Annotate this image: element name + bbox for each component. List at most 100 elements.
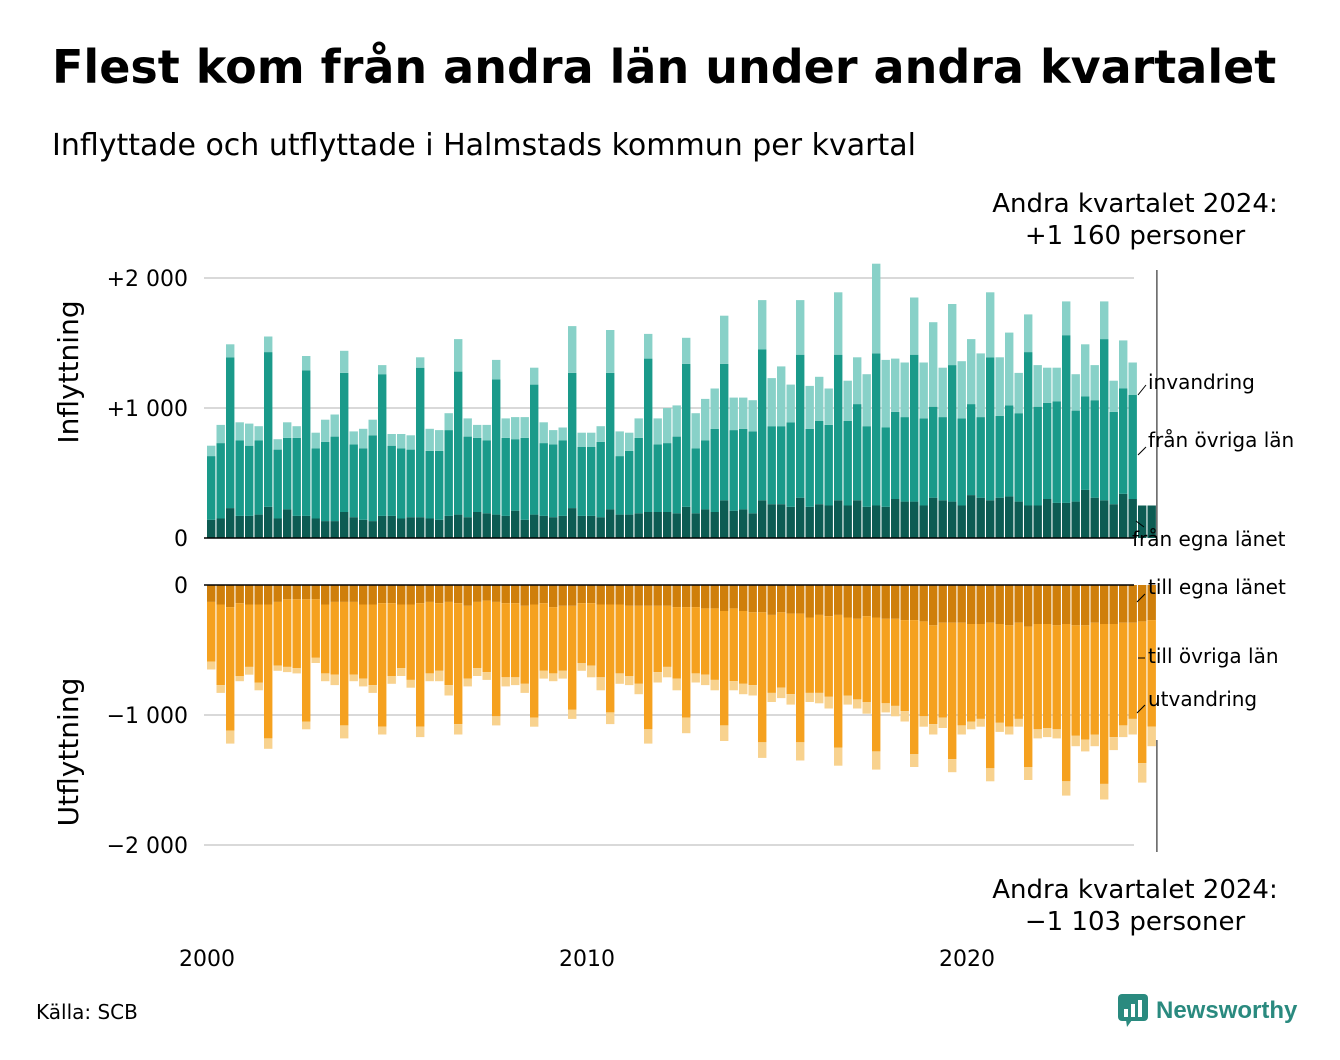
bar-utvandring xyxy=(710,679,719,691)
bar-utvandring xyxy=(264,738,273,749)
bar-invandring xyxy=(796,300,805,355)
bar-från-övriga-län xyxy=(986,357,995,501)
bar-från-egna-länet xyxy=(606,509,615,538)
bar-utvandring xyxy=(891,705,900,717)
bar-utvandring xyxy=(796,742,805,761)
bar-invandring xyxy=(634,418,643,438)
bar-till-egna-länet xyxy=(1090,585,1099,623)
bar-invandring xyxy=(910,297,919,355)
bar-utvandring xyxy=(340,725,349,739)
bar-utvandring xyxy=(957,725,966,735)
callout-bottom-line2: −1 103 personer xyxy=(1024,907,1246,937)
bar-från-egna-länet xyxy=(264,506,273,538)
bar-till-övriga-län xyxy=(302,599,311,722)
bar-utvandring xyxy=(530,717,539,727)
bar-till-övriga-län xyxy=(406,604,415,680)
bar-till-egna-länet xyxy=(330,585,339,602)
bar-från-övriga-län xyxy=(321,441,330,522)
bar-till-övriga-län xyxy=(349,601,358,675)
bar-utvandring xyxy=(1052,729,1061,739)
bar-till-övriga-län xyxy=(767,614,776,693)
bar-till-övriga-län xyxy=(530,604,539,718)
bar-från-egna-länet xyxy=(273,518,282,538)
bar-från-egna-länet xyxy=(1024,505,1033,538)
bar-invandring xyxy=(1128,362,1137,395)
bar-från-egna-länet xyxy=(1109,504,1118,538)
bar-från-egna-länet xyxy=(349,517,358,538)
bar-till-övriga-län xyxy=(1147,620,1156,727)
bar-utvandring xyxy=(995,722,1004,732)
bar-invandring xyxy=(843,380,852,421)
bar-från-övriga-län xyxy=(615,456,624,515)
bar-från-övriga-län xyxy=(1109,411,1118,505)
bar-invandring xyxy=(577,432,586,447)
bar-från-övriga-län xyxy=(796,354,805,498)
bar-invandring xyxy=(482,424,491,441)
bar-från-övriga-län xyxy=(549,444,558,518)
bar-invandring xyxy=(948,304,957,366)
bar-utvandring xyxy=(653,672,662,683)
bar-invandring xyxy=(739,397,748,429)
bar-från-övriga-län xyxy=(577,447,586,516)
bar-invandring xyxy=(758,300,767,350)
bar-invandring xyxy=(1100,301,1109,340)
bar-invandring xyxy=(501,418,510,438)
bar-från-egna-länet xyxy=(387,515,396,538)
bar-till-egna-länet xyxy=(805,585,814,618)
bar-från-övriga-län xyxy=(634,437,643,514)
bar-till-övriga-län xyxy=(938,622,947,718)
bar-från-övriga-län xyxy=(416,367,425,518)
bar-till-övriga-län xyxy=(957,622,966,726)
bar-från-egna-länet xyxy=(406,517,415,538)
bar-från-egna-länet xyxy=(967,495,976,538)
bar-till-egna-länet xyxy=(539,585,548,604)
bar-utvandring xyxy=(824,696,833,709)
bar-från-övriga-län xyxy=(368,435,377,522)
bar-invandring xyxy=(701,398,710,441)
bar-från-egna-länet xyxy=(701,509,710,538)
bar-utvandring xyxy=(321,673,330,682)
bar-från-övriga-län xyxy=(777,426,786,505)
bar-från-övriga-län xyxy=(948,365,957,502)
bar-från-egna-länet xyxy=(302,515,311,538)
bar-utvandring xyxy=(758,742,767,758)
bar-invandring xyxy=(444,413,453,431)
bar-invandring xyxy=(1071,374,1080,411)
bar-till-övriga-län xyxy=(900,620,909,712)
bar-invandring xyxy=(454,339,463,372)
bar-invandring xyxy=(1005,332,1014,406)
bar-från-egna-länet xyxy=(853,500,862,538)
bar-utvandring xyxy=(207,661,216,670)
bar-till-övriga-län xyxy=(862,616,871,702)
bar-från-egna-länet xyxy=(311,518,320,538)
bar-till-övriga-län xyxy=(359,604,368,679)
bar-från-övriga-län xyxy=(568,372,577,509)
bar-utvandring xyxy=(254,682,263,691)
bar-till-egna-länet xyxy=(1081,585,1090,626)
bar-invandring xyxy=(1081,344,1090,397)
bar-från-övriga-län xyxy=(1033,406,1042,506)
bar-från-egna-länet xyxy=(216,518,225,538)
bar-från-övriga-län xyxy=(957,418,966,506)
bar-från-övriga-län xyxy=(596,441,605,518)
bar-från-egna-länet xyxy=(207,519,216,538)
bar-till-övriga-län xyxy=(501,603,510,678)
bar-utvandring xyxy=(577,663,586,671)
bar-till-egna-länet xyxy=(520,585,529,606)
bar-invandring xyxy=(492,359,501,380)
bar-från-övriga-län xyxy=(425,450,434,519)
bar-till-egna-länet xyxy=(910,585,919,621)
bar-invandring xyxy=(900,362,909,418)
x-tick-label: 2020 xyxy=(939,947,995,972)
callout-bottom: Andra kvartalet 2024: −1 103 personer xyxy=(980,874,1290,938)
bar-utvandring xyxy=(777,687,786,699)
bar-från-övriga-län xyxy=(1100,339,1109,501)
bar-till-övriga-län xyxy=(995,624,1004,723)
bar-utvandring xyxy=(387,676,396,684)
bar-till-egna-länet xyxy=(264,585,273,605)
bar-från-egna-länet xyxy=(881,506,890,538)
bar-till-egna-länet xyxy=(976,585,985,624)
bar-från-övriga-län xyxy=(587,447,596,516)
bar-till-egna-länet xyxy=(1138,585,1147,622)
bar-från-egna-länet xyxy=(1119,493,1128,538)
